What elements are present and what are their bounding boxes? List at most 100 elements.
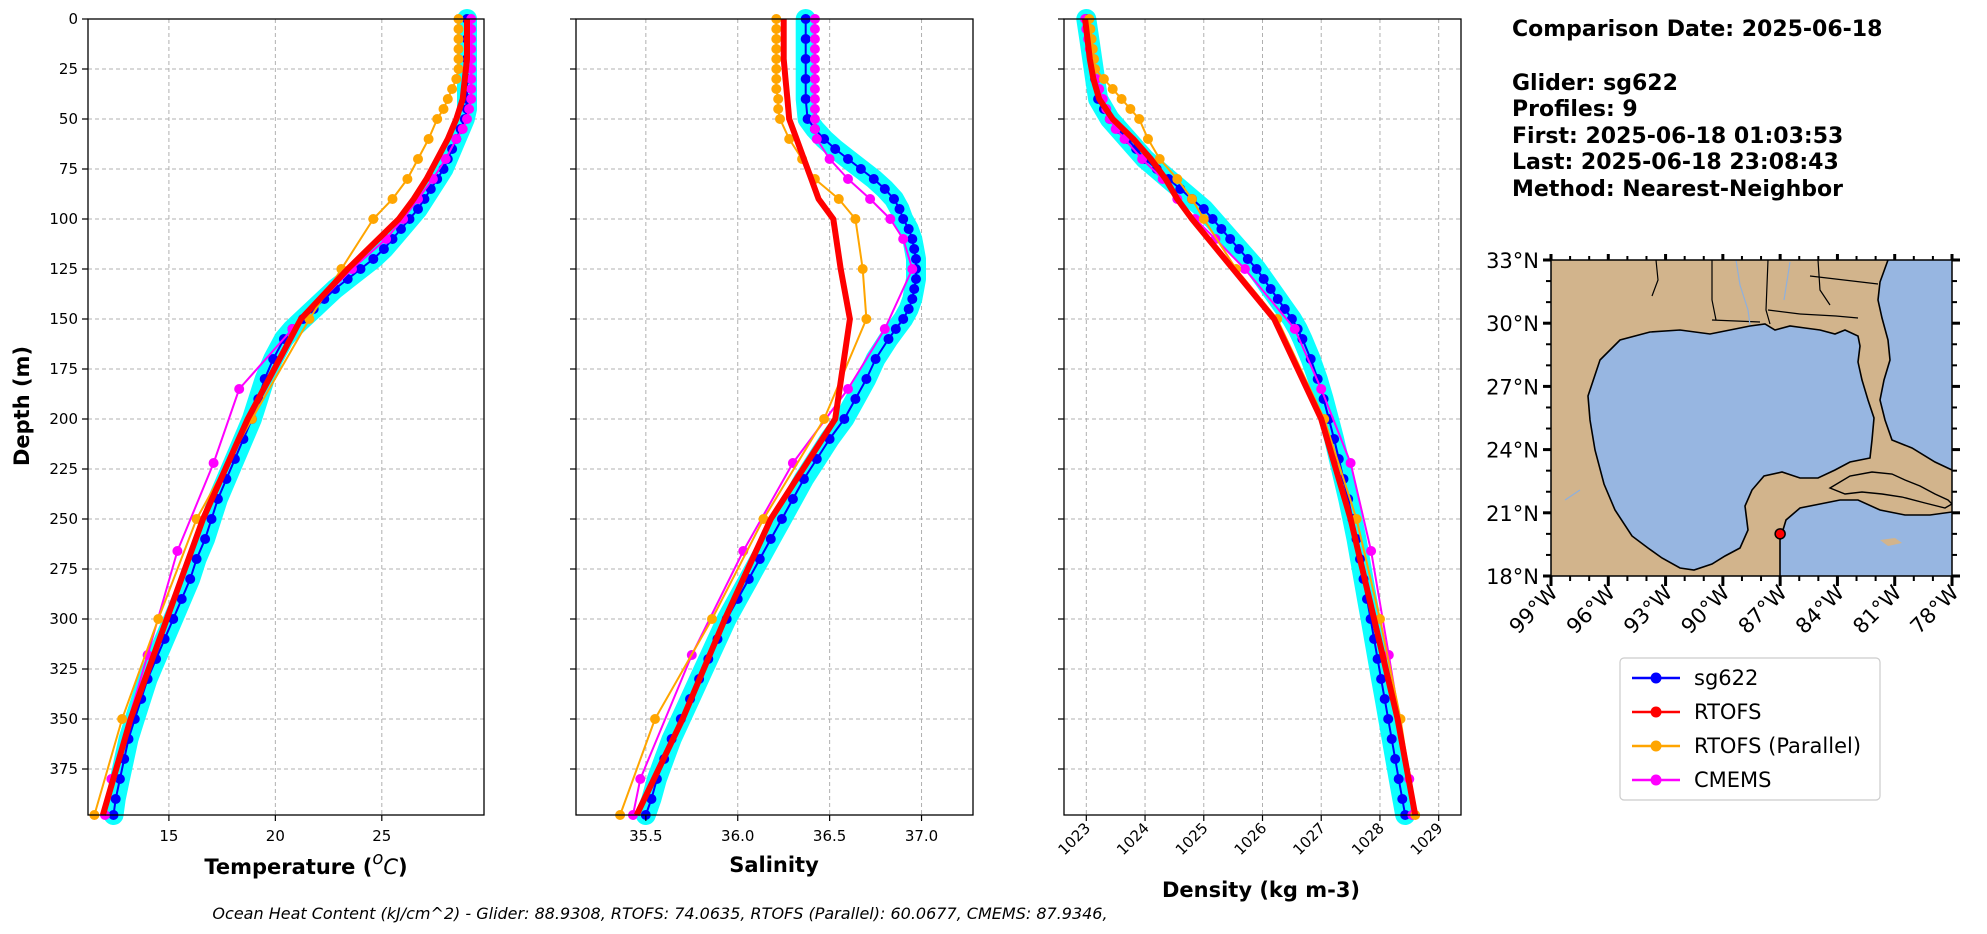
data-point-rtofs-parallel: [117, 714, 128, 724]
series-line-rtofs: [633, 19, 853, 817]
data-point-rtofs-parallel: [833, 194, 844, 204]
data-point-rtofs-parallel: [1143, 134, 1153, 144]
data-point-sg622: [1272, 294, 1283, 304]
data-point-rtofs-parallel: [1125, 104, 1136, 114]
data-point-rtofs-parallel: [1098, 74, 1109, 84]
map-lat-label: 27°N: [1486, 375, 1539, 399]
data-point-cmems: [885, 214, 896, 224]
temperature-axis-label: Temperature (oC): [204, 848, 407, 880]
data-point-cmems: [1239, 264, 1250, 274]
y-tick-label: 325: [49, 660, 78, 678]
data-point-sg622: [1386, 734, 1397, 744]
data-point-rtofs-parallel: [453, 24, 464, 34]
data-point-cmems: [1366, 546, 1377, 556]
x-tick-label: 20: [266, 827, 285, 845]
data-point-cmems: [1137, 154, 1148, 164]
map-lon-label: 99°W: [1505, 580, 1563, 638]
legend-marker-cmems: [1650, 774, 1662, 786]
x-tick-label: 1023: [1054, 819, 1094, 859]
data-point-cmems: [208, 458, 219, 468]
data-point-sg622: [879, 184, 890, 194]
data-point-rtofs-parallel: [1154, 154, 1165, 164]
y-tick-label: 200: [49, 410, 78, 428]
data-point-sg622: [787, 494, 798, 504]
data-point-sg622: [850, 394, 861, 404]
data-point-rtofs-parallel: [368, 214, 379, 224]
data-point-cmems: [865, 194, 876, 204]
map-lat-label: 18°N: [1486, 565, 1539, 589]
data-point-rtofs-parallel: [453, 34, 464, 44]
data-point-sg622: [1265, 284, 1276, 294]
data-point-sg622: [1251, 264, 1262, 274]
data-point-sg622: [839, 414, 850, 424]
y-tick-label: 75: [59, 160, 78, 178]
map-lon-label: 81°W: [1848, 580, 1906, 638]
data-point-cmems: [451, 134, 462, 144]
data-point-cmems: [457, 124, 468, 134]
data-point-cmems: [809, 64, 820, 74]
data-point-rtofs-parallel: [453, 54, 464, 64]
data-point-cmems: [809, 94, 820, 104]
glider-location-marker: [1774, 528, 1786, 540]
data-point-sg622: [185, 574, 196, 584]
data-point-sg622: [911, 274, 921, 284]
data-point-sg622: [868, 174, 879, 184]
density-axis-label: Density (kg m-3): [1162, 878, 1360, 902]
data-point-sg622: [114, 774, 125, 784]
data-point-rtofs-parallel: [758, 514, 769, 524]
series-line-sg622: [112, 19, 468, 816]
y-tick-label: 100: [49, 210, 78, 228]
x-tick-label: 37.0: [905, 827, 938, 845]
y-tick-label: 225: [49, 460, 78, 478]
data-point-cmems: [234, 384, 245, 394]
x-tick-label: 1024: [1113, 819, 1153, 859]
axes-frame: [575, 18, 974, 816]
coastline: [1587, 323, 1875, 571]
data-point-sg622: [907, 294, 918, 304]
rivers: [1564, 260, 1791, 501]
data-point-rtofs-parallel: [1107, 84, 1118, 94]
info-block: Comparison Date: 2025-06-18 Glider: sg62…: [1512, 17, 1882, 202]
data-point-rtofs-parallel: [1134, 114, 1145, 124]
data-point-sg622: [802, 114, 813, 124]
data-point-rtofs-parallel: [775, 114, 785, 124]
legend-label-sg622: sg622: [1694, 666, 1758, 690]
data-point-sg622: [1198, 204, 1209, 214]
data-point-sg622: [1393, 774, 1404, 784]
data-point-cmems: [1316, 384, 1327, 394]
method: Method: Nearest-Neighbor: [1512, 177, 1843, 202]
salinity-panel: 35.5 36.0 36.5 37.0: [570, 9, 974, 845]
x-tick-label: 36.0: [721, 827, 754, 845]
glider-name: Glider: sg622: [1512, 71, 1678, 96]
data-point-sg622: [413, 204, 423, 214]
y-tick-label: 50: [59, 110, 78, 128]
data-point-cmems: [440, 154, 451, 164]
data-point-sg622: [830, 144, 841, 154]
map-lat-label: 33°N: [1486, 249, 1539, 273]
data-point-rtofs-parallel: [1116, 94, 1127, 104]
x-tick-label: 1026: [1231, 819, 1271, 859]
series-line-cmems: [104, 19, 473, 816]
x-tick-label: 1029: [1407, 819, 1447, 859]
data-point-rtofs-parallel: [453, 44, 464, 54]
data-point-sg622: [907, 234, 918, 244]
data-point-sg622: [883, 334, 894, 344]
data-point-sg622: [1379, 694, 1390, 704]
y-tick-label: 300: [49, 610, 78, 628]
data-point-sg622: [1216, 224, 1227, 234]
series-halo-sg622: [635, 9, 926, 825]
first-time: First: 2025-06-18 01:03:53: [1512, 124, 1843, 149]
data-point-cmems: [172, 546, 183, 556]
data-point-sg622: [110, 794, 121, 804]
data-point-sg622: [894, 204, 905, 214]
ocean-heat-content-footer: Ocean Heat Content (kJ/cm^2) - Glider: 8…: [212, 904, 1107, 923]
data-point-sg622: [890, 324, 901, 334]
data-point-cmems: [1345, 458, 1356, 468]
x-tick-label: 1027: [1289, 819, 1329, 859]
data-point-sg622: [765, 534, 776, 544]
data-point-sg622: [855, 164, 866, 174]
y-tick-label: 0: [68, 10, 78, 28]
y-tick-label: 150: [49, 310, 78, 328]
data-point-cmems: [809, 124, 820, 134]
